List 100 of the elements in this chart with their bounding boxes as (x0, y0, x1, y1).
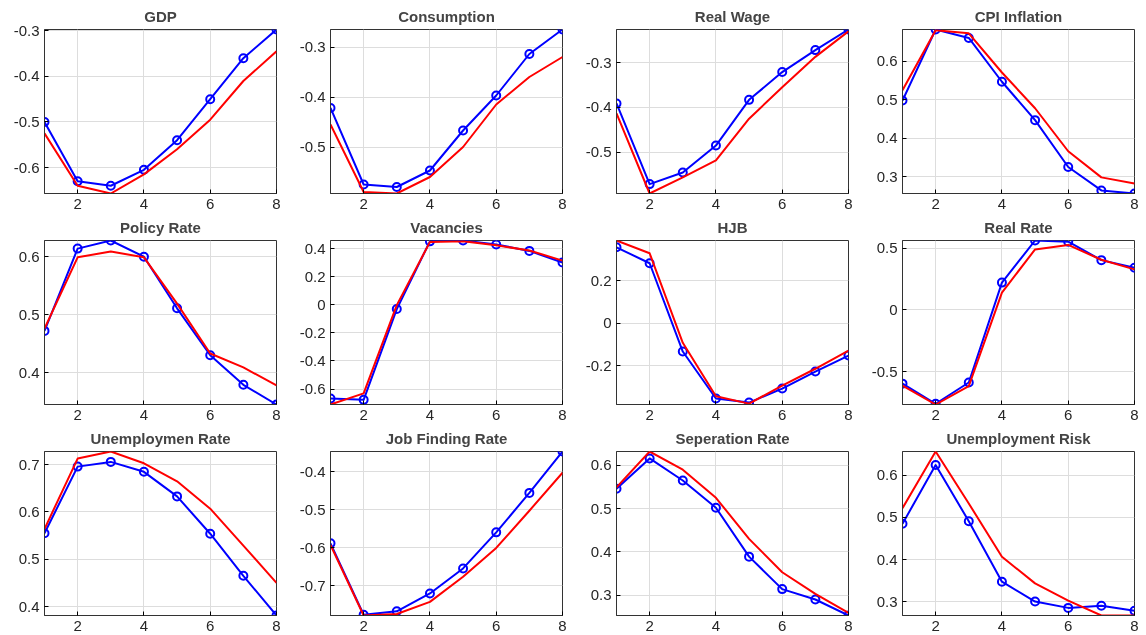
x-tick-label: 8 (558, 616, 567, 634)
x-tick-label: 4 (139, 616, 149, 634)
x-tick-label: 4 (997, 194, 1007, 212)
y-tick-label: 0.5 (590, 499, 612, 517)
y-tick-label: -0.2 (585, 357, 612, 374)
x-tick-label: 8 (844, 405, 853, 423)
chart-title: GDP (144, 7, 177, 25)
x-tick-label: 8 (558, 194, 567, 212)
x-tick-label: 4 (425, 405, 435, 423)
x-tick-label: 6 (1064, 405, 1073, 423)
y-tick-label: 0.4 (876, 129, 898, 147)
y-tick-label: -0.4 (585, 98, 612, 116)
y-tick-label: -0.4 (13, 67, 40, 85)
y-tick-label: 0.6 (590, 456, 612, 474)
x-tick-label: 8 (558, 405, 567, 423)
x-tick-label: 6 (206, 616, 215, 634)
y-tick-label: -0.6 (13, 158, 40, 176)
y-tick-label: 0.4 (876, 550, 898, 568)
y-tick-label: -0.4 (299, 462, 326, 480)
y-tick-label: 0.5 (876, 508, 898, 526)
chart-title: Consumption (398, 7, 495, 25)
x-tick-label: 6 (778, 405, 787, 423)
x-tick-label: 8 (272, 194, 281, 212)
y-tick-label: 0.2 (590, 271, 612, 289)
x-tick-label: 4 (711, 616, 721, 634)
x-tick-label: 4 (139, 194, 149, 212)
chart-title: CPI Inflation (974, 7, 1063, 25)
y-tick-label: 0.2 (304, 267, 326, 285)
x-tick-label: 6 (492, 616, 501, 634)
y-tick-label: 0.6 (876, 52, 898, 70)
x-tick-label: 4 (997, 616, 1007, 634)
x-tick-label: 4 (997, 405, 1007, 423)
x-tick-label: 4 (139, 405, 149, 423)
chart-title: Real Rate (984, 218, 1053, 236)
x-tick-label: 8 (1130, 616, 1139, 634)
chart-title: HJB (717, 218, 748, 236)
chart-title: Unemploymen Rate (90, 429, 231, 447)
y-tick-label: -0.2 (299, 323, 326, 341)
x-tick-label: 8 (272, 405, 281, 423)
y-tick-label: 0.3 (590, 586, 612, 604)
y-tick-label: -0.5 (871, 362, 898, 380)
x-tick-label: 8 (1130, 194, 1139, 212)
x-tick-label: 2 (359, 194, 368, 212)
x-tick-label: 2 (73, 616, 82, 634)
x-tick-label: 6 (206, 405, 215, 423)
y-tick-label: 0 (603, 314, 612, 332)
chart-title: Job Finding Rate (385, 429, 508, 447)
y-tick-label: 0.7 (18, 455, 40, 473)
y-tick-label: -0.5 (585, 143, 612, 161)
y-tick-label: 0.6 (18, 247, 40, 265)
chart-title: Unemployment Risk (946, 429, 1092, 447)
x-tick-label: 2 (73, 405, 82, 423)
y-tick-label: 0.5 (876, 90, 898, 108)
y-tick-label: 0.5 (876, 239, 898, 257)
y-tick-label: 0.4 (304, 239, 326, 257)
y-tick-label: -0.3 (13, 21, 40, 39)
y-tick-label: -0.7 (299, 576, 326, 594)
x-tick-label: 6 (778, 194, 787, 212)
x-tick-label: 4 (425, 194, 435, 212)
x-tick-label: 2 (931, 194, 940, 212)
x-tick-label: 6 (206, 194, 215, 212)
x-tick-label: 6 (492, 405, 501, 423)
y-tick-label: -0.5 (299, 500, 326, 518)
y-tick-label: 0.6 (876, 466, 898, 484)
x-tick-label: 8 (1130, 405, 1139, 423)
y-tick-label: 0.5 (18, 550, 40, 568)
x-tick-label: 2 (645, 194, 654, 212)
y-tick-label: -0.5 (13, 112, 40, 130)
x-tick-label: 4 (711, 405, 721, 423)
y-tick-label: 0.3 (876, 592, 898, 610)
x-tick-label: 2 (359, 405, 368, 423)
y-tick-label: 0.6 (18, 503, 40, 520)
y-tick-label: -0.3 (585, 53, 612, 71)
x-tick-label: 2 (931, 616, 940, 634)
x-tick-label: 2 (931, 405, 940, 423)
y-tick-label: 0 (889, 300, 898, 318)
y-tick-label: 0.3 (876, 167, 898, 185)
x-tick-label: 2 (359, 616, 368, 634)
x-tick-label: 4 (711, 194, 721, 212)
x-tick-label: 2 (73, 194, 82, 212)
x-tick-label: 4 (425, 616, 435, 634)
y-tick-label: -0.6 (299, 380, 326, 398)
y-tick-label: 0.4 (18, 597, 40, 615)
x-tick-label: 8 (272, 616, 281, 634)
y-tick-label: -0.4 (299, 351, 326, 369)
x-tick-label: 8 (844, 616, 853, 634)
y-tick-label: 0.4 (18, 363, 40, 381)
chart-title: Real Wage (694, 7, 771, 25)
chart-title: Policy Rate (120, 218, 201, 236)
y-tick-label: 0 (317, 295, 326, 313)
y-tick-label: 0.4 (590, 542, 612, 560)
x-tick-label: 2 (645, 616, 654, 634)
y-tick-label: -0.3 (299, 38, 326, 55)
x-tick-label: 6 (1064, 194, 1073, 212)
y-tick-label: -0.6 (299, 538, 326, 556)
x-tick-label: 6 (492, 194, 501, 212)
y-tick-label: -0.5 (299, 138, 326, 155)
x-tick-label: 2 (645, 405, 654, 423)
y-tick-label: -0.4 (299, 88, 326, 105)
y-tick-label: 0.5 (18, 305, 40, 323)
